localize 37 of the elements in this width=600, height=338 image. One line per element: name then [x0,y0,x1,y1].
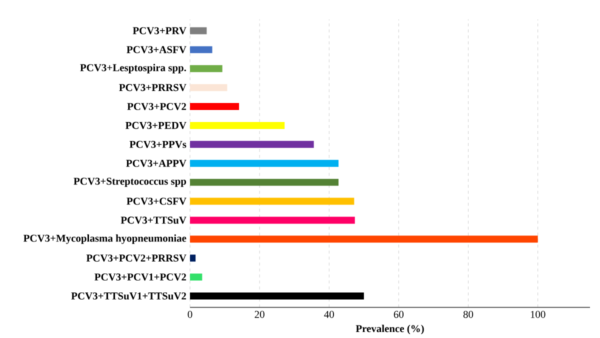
bar [190,274,202,281]
bar [190,236,538,243]
y-tick-label: PCV3+PCV2+PRRSV [86,254,186,262]
bar [190,198,354,205]
y-tick-label: PCV3+PCV2 [127,102,186,110]
bar [190,103,240,110]
bar [190,27,207,34]
y-tick-label: PCV3+PPVs [130,140,186,148]
bar [190,122,285,129]
y-tick-label: PCV3+TTSuV1+TTSuV2 [71,292,186,300]
y-tick-label: PCV3+PEDV [125,122,186,130]
bar [190,46,212,54]
bar [190,216,355,224]
x-tick-label: 80 [463,310,474,318]
bar [190,254,196,262]
y-tick-label: PCV3+CSFV [126,198,186,205]
y-tick-label: PCV3+Mycoplasma hyopneumoniae [23,234,186,244]
y-tick-label: PCV3+ASFV [126,46,186,54]
y-tick-label: PCV3+PRRSV [119,84,186,92]
bar [190,84,228,92]
bar [190,178,339,186]
y-tick-label: PCV3+Streptococcus spp [74,178,186,187]
bar [190,140,314,148]
y-tick-label: PCV3+APPV [126,160,186,167]
y-tick-label: PCV3+TTSuV [120,216,186,224]
x-tick-label: 40 [324,310,334,318]
y-tick-label: PCV3+PRV [132,27,186,34]
bar [190,160,339,167]
x-tick-label: 60 [394,310,404,318]
bar [190,65,222,72]
x-tick-label: 20 [254,310,264,318]
x-tick-label: 0 [188,310,192,318]
x-axis-title: Prevalence (%) [356,324,424,334]
y-tick-label: PCV3+Lesptospira spp. [80,64,186,74]
x-tick-label: 100 [530,310,546,318]
bar [190,292,364,300]
y-tick-label: PCV3+PCV1+PCV2 [94,274,186,281]
